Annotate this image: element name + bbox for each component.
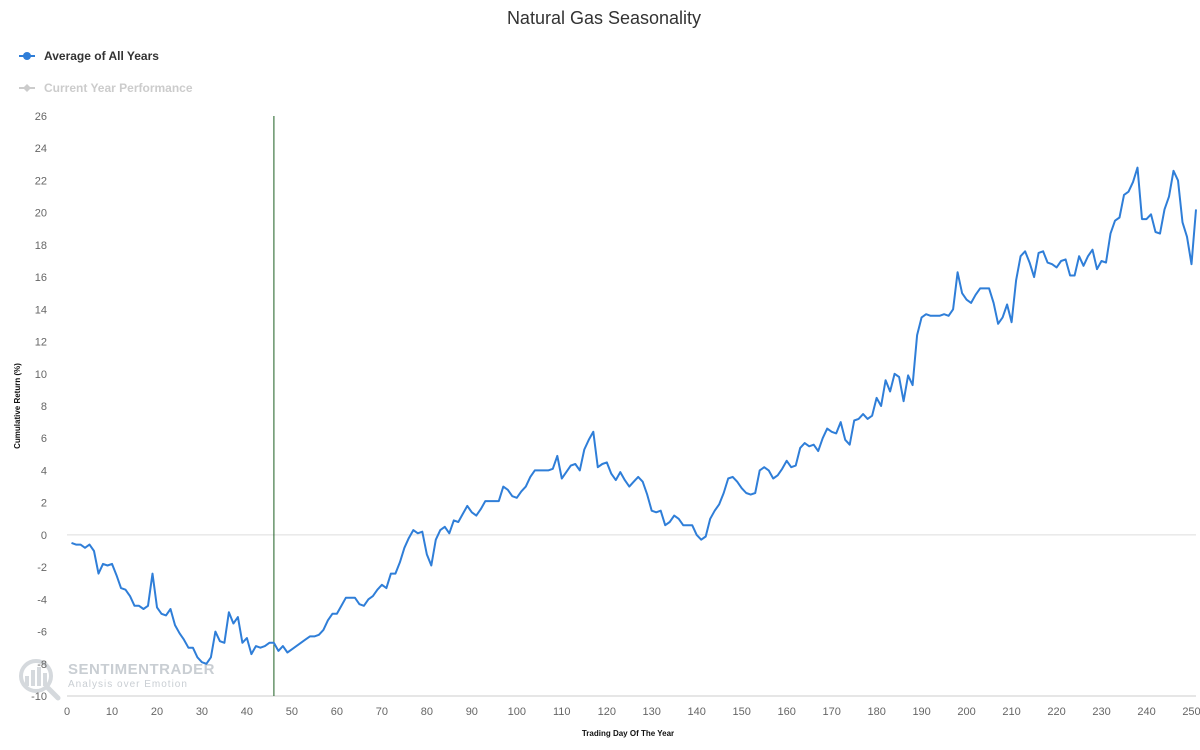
legend-item-current-year[interactable]: Current Year Performance <box>19 81 193 95</box>
x-tick-label: 60 <box>331 706 343 718</box>
legend-marker-average <box>23 52 31 60</box>
x-axis: 0 10 20 30 40 50 60 70 80 90 100 110 120 130 140 150 160… <box>64 695 1200 718</box>
y-tick-label: 2 <box>41 498 47 510</box>
x-tick-label: 120 <box>598 706 616 718</box>
x-tick-label: 90 <box>466 706 478 718</box>
y-axis-title: Cumulative Return (%) <box>13 363 22 449</box>
y-tick-label: 16 <box>35 272 47 284</box>
legend-label-current-year: Current Year Performance <box>44 81 193 95</box>
x-tick-label: 190 <box>912 706 930 718</box>
plot-area <box>67 116 1197 696</box>
x-tick-label: 40 <box>241 706 253 718</box>
x-tick-label: 170 <box>822 706 840 718</box>
x-tick-label: 70 <box>376 706 388 718</box>
y-tick-label: -6 <box>37 627 47 639</box>
x-tick-label: 10 <box>106 706 118 718</box>
x-tick-label: 100 <box>508 706 526 718</box>
x-tick-label: 240 <box>1137 706 1155 718</box>
y-tick-label: 14 <box>35 304 47 316</box>
x-axis-title: Trading Day Of The Year <box>582 729 674 738</box>
legend: Average of All Years Current Year Perfor… <box>19 49 193 95</box>
legend-label-average: Average of All Years <box>44 49 159 63</box>
watermark: SENTIMENTRADER Analysis over Emotion <box>19 659 215 701</box>
x-tick-label: 140 <box>688 706 706 718</box>
x-tick-label: 20 <box>151 706 163 718</box>
y-tick-label: 6 <box>41 433 47 445</box>
x-tick-label: 150 <box>733 706 751 718</box>
y-tick-label: -4 <box>37 594 47 606</box>
y-tick-label: 22 <box>35 175 47 187</box>
y-tick-label: -10 <box>31 691 47 703</box>
x-tick-label: 220 <box>1047 706 1065 718</box>
y-tick-label: -2 <box>37 562 47 574</box>
x-tick-label: 160 <box>778 706 796 718</box>
y-tick-label: 18 <box>35 240 47 252</box>
x-tick-label: 210 <box>1002 706 1020 718</box>
x-tick-label: 30 <box>196 706 208 718</box>
legend-item-average[interactable]: Average of All Years <box>19 49 159 63</box>
y-tick-label: 26 <box>35 111 47 123</box>
x-tick-label: 180 <box>867 706 885 718</box>
y-tick-label: 12 <box>35 337 47 349</box>
chart-title: Natural Gas Seasonality <box>507 8 701 28</box>
x-tick-label: 110 <box>553 706 571 718</box>
y-tick-label: 10 <box>35 369 47 381</box>
y-tick-label: 4 <box>41 465 47 477</box>
y-tick-label: 24 <box>35 143 47 155</box>
series-line-0[interactable] <box>71 166 1197 665</box>
x-tick-label: 200 <box>957 706 975 718</box>
x-tick-label: 230 <box>1092 706 1110 718</box>
x-tick-label: 250 <box>1182 706 1200 718</box>
y-tick-label: 20 <box>35 208 47 220</box>
x-tick-label: 80 <box>421 706 433 718</box>
y-tick-label: 8 <box>41 401 47 413</box>
x-tick-label: 0 <box>64 706 70 718</box>
x-tick-label: 130 <box>643 706 661 718</box>
watermark-logo-icon <box>19 659 61 701</box>
legend-marker-current-year <box>23 84 31 92</box>
watermark-brand: SENTIMENTRADER <box>68 661 215 678</box>
y-tick-label: -8 <box>37 659 47 671</box>
y-tick-label: 0 <box>41 530 47 542</box>
watermark-tagline: Analysis over Emotion <box>68 679 188 690</box>
x-tick-label: 50 <box>286 706 298 718</box>
